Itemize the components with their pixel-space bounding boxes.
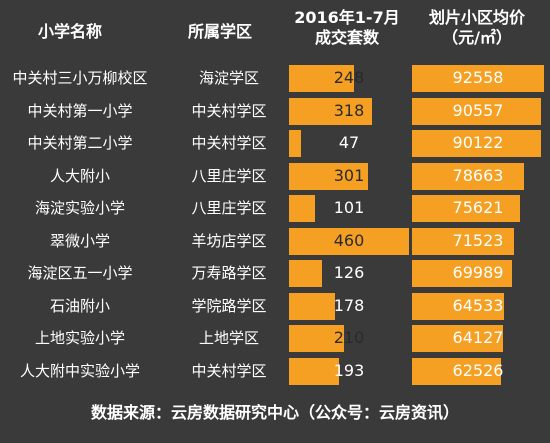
price-value-label: 90122 — [452, 133, 504, 152]
school-name-cell: 人大附小 — [49, 166, 110, 185]
header-price: 划片小区均价 （元/㎡） — [412, 8, 542, 48]
table-row: 中关村第二小学 中关村学区 47 90122 — [0, 127, 550, 160]
deals-bar — [289, 65, 354, 92]
deals-value-label: 318 — [333, 100, 365, 120]
deals-bar — [289, 260, 322, 287]
deals-value-label: 248 — [333, 68, 365, 87]
deals-value-label: 101 — [333, 198, 365, 217]
header-school-name-text: 小学名称 — [37, 22, 102, 41]
deals-value-label: 301 — [333, 165, 365, 185]
deals-bar — [289, 130, 302, 157]
price-bar — [412, 130, 541, 157]
table-row: 海淀实验小学 八里庄学区 101 75621 — [0, 192, 550, 225]
header-school-name: 小学名称 — [0, 22, 140, 42]
school-name-cell: 中关村三小万柳校区 — [12, 69, 148, 87]
deals-bar — [289, 97, 372, 125]
deals-value-label: 178 — [333, 295, 365, 315]
deals-bar — [289, 227, 409, 255]
district-cell: 八里庄学区 — [191, 166, 267, 185]
school-name-cell: 中关村第二小学 — [27, 134, 133, 152]
header-deals: 2016年1-7月 成交套数 — [282, 8, 412, 48]
district-cell: 中关村学区 — [191, 101, 267, 120]
table-row: 海淀区五一小学 万寿路学区 126 69989 — [0, 257, 550, 290]
price-value-label: 71523 — [452, 230, 504, 250]
deals-value-label: 210 — [333, 328, 365, 347]
table-row: 人大附中实验小学 中关村学区 193 62526 — [0, 355, 550, 388]
price-bar — [412, 357, 502, 385]
school-name-cell: 海淀实验小学 — [34, 199, 125, 217]
price-value-label: 64533 — [452, 295, 504, 315]
price-value-label: 90557 — [452, 100, 504, 120]
table-row: 上地实验小学 上地学区 210 64127 — [0, 322, 550, 355]
price-value-label: 69989 — [452, 263, 504, 282]
deals-value-label: 47 — [338, 133, 360, 152]
price-bar — [412, 260, 512, 287]
deals-bar — [289, 195, 316, 222]
price-value-label: 75621 — [452, 198, 504, 217]
price-bar — [412, 195, 520, 222]
price-bar — [412, 97, 542, 125]
price-value-label: 92558 — [452, 68, 504, 87]
header-district: 所属学区 — [160, 22, 280, 42]
deals-bar — [289, 357, 340, 385]
deals-value-label: 126 — [333, 263, 365, 282]
school-name-cell: 翠微小学 — [49, 231, 110, 250]
school-name-cell: 海淀区五一小学 — [27, 264, 133, 282]
school-name-cell: 石油附小 — [49, 296, 110, 315]
table-row: 中关村三小万柳校区 海淀学区 248 92558 — [0, 62, 550, 95]
price-bar — [412, 292, 505, 320]
price-value-label: 62526 — [452, 360, 504, 380]
table-row: 人大附小 八里庄学区 301 78663 — [0, 160, 550, 193]
table-row: 石油附小 学院路学区 178 64533 — [0, 290, 550, 323]
price-bar — [412, 162, 525, 190]
price-value-label: 78663 — [452, 165, 504, 185]
price-bar — [412, 325, 504, 352]
header-deals-line1: 2016年1-7月 — [294, 8, 400, 27]
header-deals-line2: 成交套数 — [314, 28, 379, 47]
deals-bar — [289, 162, 368, 190]
header-price-line1: 划片小区均价 — [428, 8, 525, 27]
district-cell: 羊坊店学区 — [191, 231, 267, 250]
deals-value-label: 193 — [333, 360, 365, 380]
district-cell: 上地学区 — [198, 329, 259, 347]
district-cell: 八里庄学区 — [191, 199, 267, 217]
district-cell: 万寿路学区 — [191, 264, 267, 282]
header-price-line2: （元/㎡） — [442, 28, 512, 47]
deals-value-label: 460 — [333, 230, 365, 250]
district-cell: 海淀学区 — [198, 69, 259, 87]
price-bar — [412, 65, 544, 92]
district-cell: 中关村学区 — [191, 361, 267, 380]
table-row: 翠微小学 羊坊店学区 460 71523 — [0, 225, 550, 258]
district-cell: 中关村学区 — [191, 134, 267, 152]
table-row: 中关村第一小学 中关村学区 318 90557 — [0, 95, 550, 128]
price-value-label: 64127 — [452, 328, 504, 347]
source-footer: 数据来源：云房数据研究中心（公众号：云房资讯） — [90, 403, 459, 422]
district-cell: 学院路学区 — [191, 296, 267, 315]
deals-bar — [289, 292, 336, 320]
header-district-text: 所属学区 — [187, 22, 252, 41]
school-name-cell: 上地实验小学 — [34, 329, 125, 347]
school-name-cell: 中关村第一小学 — [27, 101, 133, 120]
price-bar — [412, 227, 514, 255]
school-name-cell: 人大附中实验小学 — [19, 361, 140, 380]
deals-bar — [289, 325, 344, 352]
